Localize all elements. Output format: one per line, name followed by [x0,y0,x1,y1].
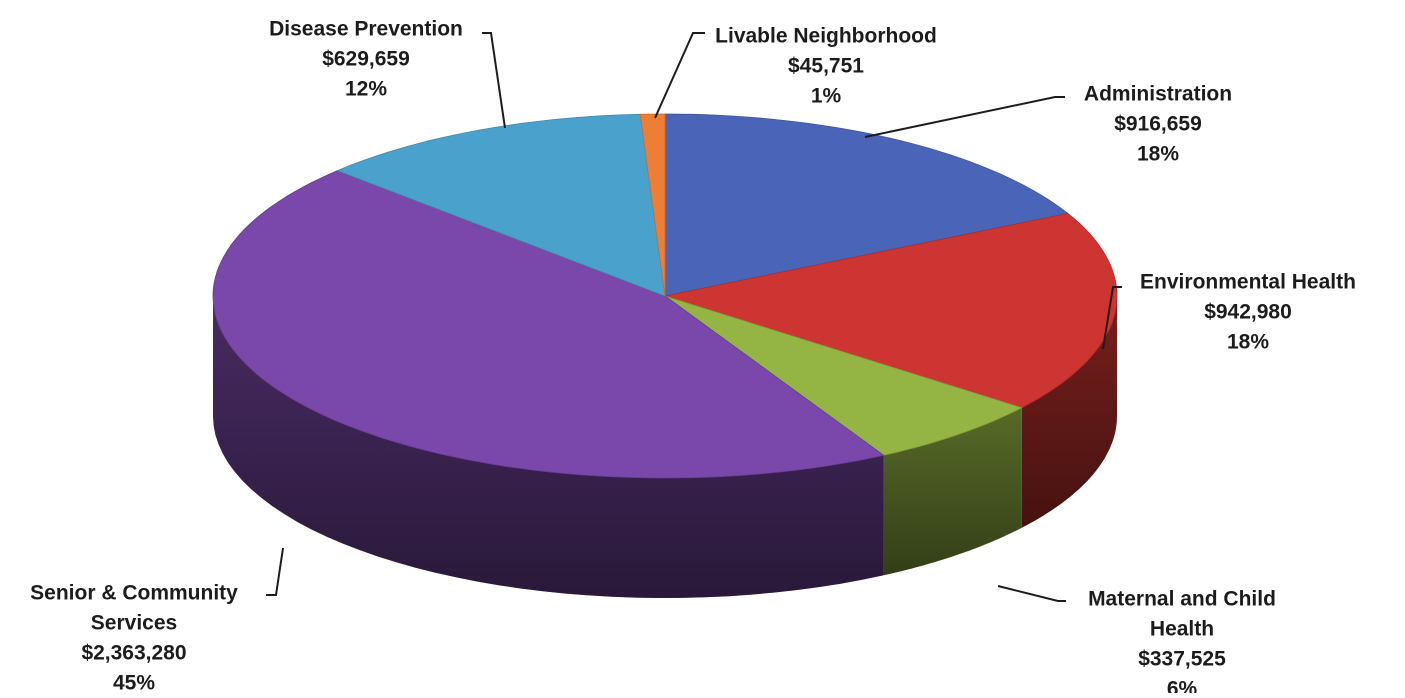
slice-label-1-value: $942,980 [1204,301,1292,324]
pie-slice-5 [639,113,666,297]
slice-label-4-percent: 12% [345,78,387,101]
slice-label-5-name-0: Livable Neighborhood [715,25,937,48]
leader-line-3 [266,547,284,596]
slice-label-3-name-1: Services [91,612,177,635]
leader-line-2 [997,585,1066,602]
slice-label-4-name-0: Disease Prevention [269,18,463,41]
slice-label-0-value: $916,659 [1114,113,1202,136]
slice-label-5-value: $45,751 [788,55,864,78]
slice-label-2-name-0: Maternal and Child [1088,588,1276,611]
slice-label-1-name-0: Environmental Health [1140,271,1356,294]
slice-label-3-name-0: Senior & Community [30,582,238,605]
leader-line-5 [654,32,705,119]
slice-label-3-value: $2,363,280 [81,642,186,665]
pie-side-shading-1 [1021,296,1117,528]
slice-label-2-percent: 6% [1167,678,1198,693]
pie-slice-1 [663,212,1118,409]
slice-label-5-percent: 1% [811,85,842,108]
leader-lines [266,32,1122,602]
pie-side-shading-3 [213,296,884,598]
pie-slice-3 [212,170,885,479]
pie-slice-0 [664,113,1069,297]
slice-label-2-value: $337,525 [1138,648,1226,671]
slice-label-4-value: $629,659 [322,48,410,71]
slice-label-1-percent: 18% [1227,331,1269,354]
slice-label-2-name-1: Health [1150,618,1214,641]
leader-line-4 [482,32,506,129]
slice-labels: Administration $916,659 18% Environmental H… [30,18,1356,698]
leader-line-1 [1102,286,1122,350]
slice-label-0-name-0: Administration [1084,83,1232,106]
pie-top-faces [212,113,1118,479]
pie-slice-4 [336,113,666,297]
leader-line-0 [864,96,1065,138]
pie-slice-2 [664,295,1023,456]
slice-label-0-percent: 18% [1137,143,1179,166]
slice-label-3-percent: 45% [113,672,155,693]
pie-side-walls [213,296,1117,598]
pie-side-shading-2 [883,407,1022,576]
